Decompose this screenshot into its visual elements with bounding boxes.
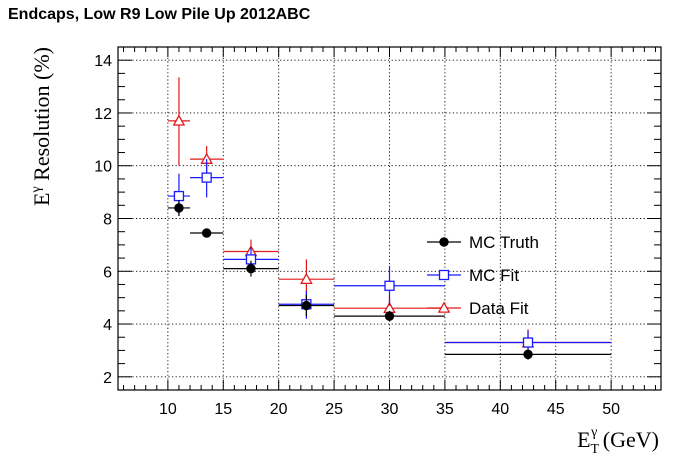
x-tick-label: 45 [547, 401, 565, 418]
data-point [384, 280, 395, 291]
data-point [301, 300, 312, 311]
x-axis-title-rest: (GeV) [597, 427, 659, 452]
x-tick-label: 20 [270, 401, 288, 418]
y-tick-label: 8 [103, 212, 112, 229]
data-point [173, 190, 185, 202]
x-tick-label: 35 [436, 401, 454, 418]
chart-title: Endcaps, Low R9 Low Pile Up 2012ABC [8, 6, 311, 23]
grid [118, 47, 661, 390]
legend-item-mc-truth: MC Truth [427, 233, 539, 252]
axis-ticks: 10 15 20 25 30 35 40 45 50 2 4 6 8 10 12 14 [94, 46, 661, 418]
legend: MC Truth MC Fit Data Fit [427, 233, 539, 318]
y-axis-title-sup: γ [29, 186, 44, 193]
x-tick-label: 40 [491, 401, 509, 418]
data-layer [167, 77, 612, 360]
legend-marker [439, 237, 449, 247]
y-tick-label: 4 [103, 317, 112, 334]
legend-marker [437, 301, 451, 313]
y-tick-label: 6 [103, 264, 112, 281]
series-mc-truth [167, 200, 612, 360]
x-axis-title-sup: γ [590, 425, 597, 440]
data-point [522, 337, 534, 348]
data-point [300, 272, 313, 284]
y-axis-title-main: E [29, 193, 54, 206]
legend-label: MC Fit [469, 266, 519, 285]
data-point [246, 263, 256, 274]
x-tick-label: 50 [602, 401, 620, 418]
data-point [523, 349, 533, 360]
x-tick-label: 25 [325, 401, 343, 418]
x-axis-title: ETγ (GeV) [577, 425, 659, 457]
x-axis-title-sub: T [591, 442, 600, 457]
y-tick-label: 2 [103, 370, 112, 387]
x-axis-title-main: E [577, 427, 590, 452]
x-tick-label: 30 [381, 401, 399, 418]
x-tick-label: 15 [214, 401, 232, 418]
data-point [174, 203, 184, 213]
data-point [172, 114, 186, 126]
legend-marker [438, 269, 450, 281]
y-tick-label: 10 [94, 159, 112, 176]
legend-item-mc-fit: MC Fit [427, 266, 519, 285]
y-tick-label: 12 [94, 106, 112, 123]
legend-item-data-fit: Data Fit [427, 299, 529, 318]
y-axis-title-rest: Resolution (%) [29, 47, 54, 186]
legend-label: Data Fit [469, 299, 529, 318]
data-point [384, 311, 395, 321]
data-point [201, 172, 212, 183]
legend-label: MC Truth [469, 233, 539, 252]
data-point [201, 228, 212, 238]
x-tick-label: 10 [159, 401, 177, 418]
y-axis-title: Eγ Resolution (%) [29, 47, 54, 206]
y-tick-label: 14 [94, 53, 112, 70]
